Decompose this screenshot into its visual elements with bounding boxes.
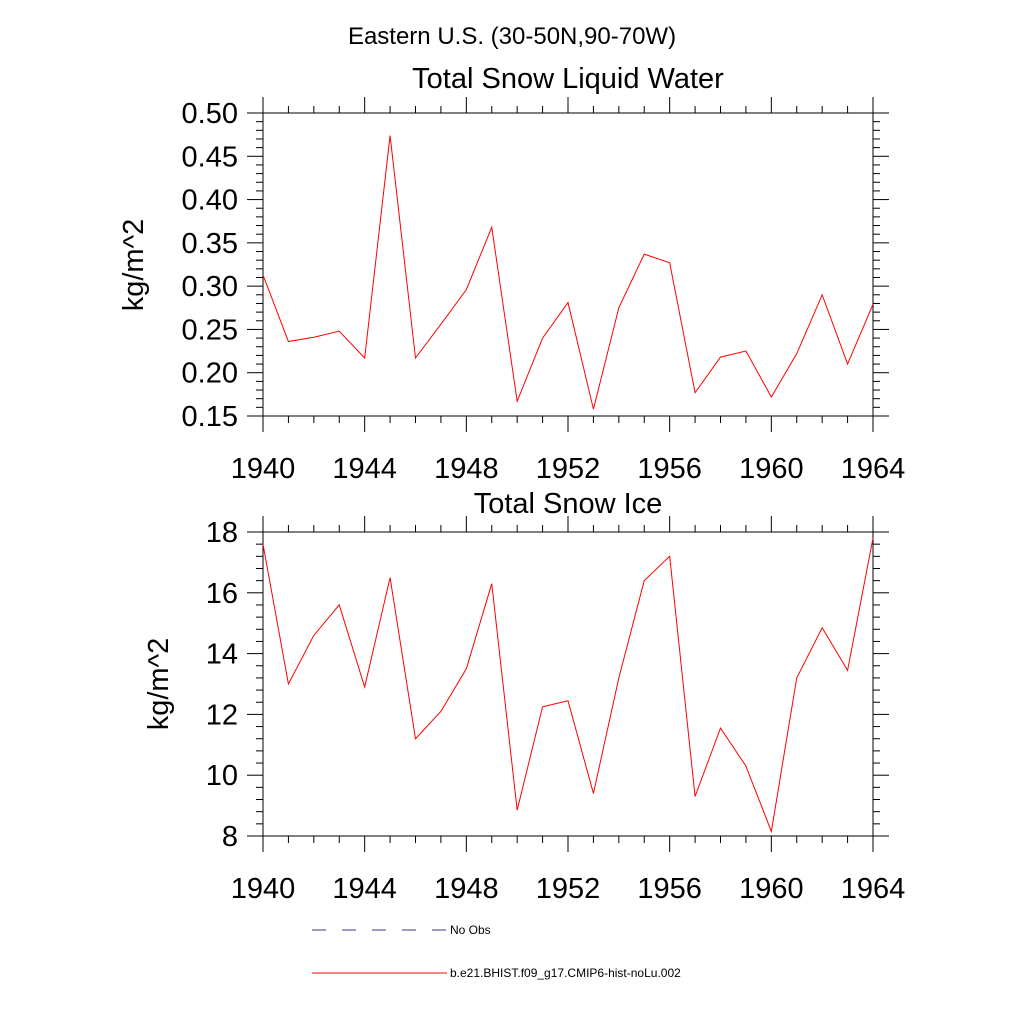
panel-1-x-tick-label: 1952	[536, 453, 601, 485]
legend: No Obs b.e21.BHIST.f09_g17.CMIP6-hist-no…	[312, 923, 681, 980]
panel-1-frame	[262, 112, 874, 417]
panel-1-y-tick-label: 0.45	[182, 141, 238, 173]
panel-2-ylabel: kg/m^2	[143, 638, 175, 731]
panel-2-y-tick-label: 18	[206, 517, 238, 549]
panel-2-x-tick-label: 1944	[332, 873, 397, 905]
panel-1-y-tick-label: 0.40	[182, 185, 238, 217]
panel-2-y-tick-label: 10	[206, 760, 238, 792]
panel-2-x-tick-label: 1952	[536, 873, 601, 905]
panel-2-x-tick-label: 1940	[231, 873, 296, 905]
panel-2-y-tick-label: 8	[222, 821, 238, 853]
panel-2-y-tick-label: 16	[206, 578, 238, 610]
legend-label-no-obs: No Obs	[450, 923, 491, 937]
panel-1-y-tick-label: 0.25	[182, 314, 238, 346]
panel-snow-ice: Total Snow Ice kg/m^2 1940 1944 1948 1952 19…	[143, 488, 905, 905]
panel-1-plot-area: 1940 1944 1948 1952 1956 1960 1964 0.15 0.20 0.25…	[182, 97, 906, 485]
legend-label-model: b.e21.BHIST.f09_g17.CMIP6-hist-noLu.002	[450, 966, 681, 980]
panel-2-frame	[262, 531, 874, 837]
panel-1-y-tick-label: 0.50	[182, 98, 238, 130]
panel-2-title: Total Snow Ice	[474, 488, 663, 520]
panel-1-x-tick-label: 1960	[739, 453, 804, 485]
panel-2-x-tick-label: 1964	[841, 873, 906, 905]
panel-1-y-tick-label: 0.30	[182, 271, 238, 303]
panel-2-x-tick-label: 1948	[434, 873, 499, 905]
panel-1-y-tick-label: 0.35	[182, 228, 238, 260]
panel-1-x-tick-label: 1944	[332, 453, 397, 485]
panel-1-y-tick-label: 0.20	[182, 358, 238, 390]
panel-snow-liquid-water: Total Snow Liquid Water kg/m^2 1940 1944 1…	[118, 63, 905, 485]
panel-1-ylabel: kg/m^2	[118, 219, 150, 312]
panel-2-plot-area: 1940 1944 1948 1952 1956 1960 1964 8 10 12 14 16 18	[206, 516, 906, 905]
panel-1-series-line-1	[262, 135, 874, 410]
panel-2-x-tick-label: 1956	[637, 873, 702, 905]
panel-1-x-tick-label: 1956	[637, 453, 702, 485]
panel-2-x-tick-label: 1960	[739, 873, 804, 905]
panel-2-y-tick-label: 12	[206, 699, 238, 731]
panel-2-y-tick-label: 14	[206, 639, 238, 671]
panel-1-x-tick-label: 1940	[231, 453, 296, 485]
panel-1-y-tick-label: 0.15	[182, 401, 238, 433]
panel-1-x-tick-label: 1964	[841, 453, 906, 485]
panel-1-title: Total Snow Liquid Water	[412, 63, 724, 95]
panel-2-series-line-1	[262, 537, 874, 834]
panel-1-x-tick-label: 1948	[434, 453, 499, 485]
figure-title: Eastern U.S. (30-50N,90-70W)	[348, 23, 676, 50]
